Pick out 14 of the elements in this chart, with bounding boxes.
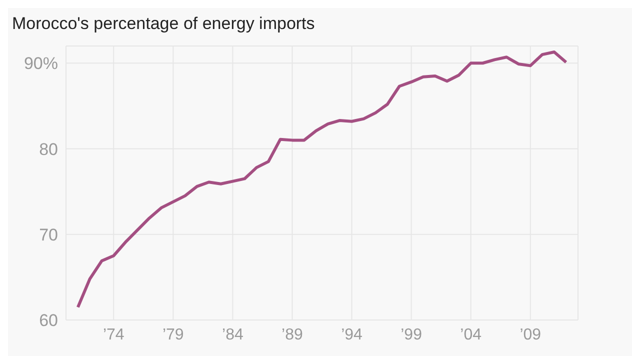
x-tick-label: ’74: [102, 326, 124, 344]
chart-title: Morocco's percentage of energy imports: [11, 13, 316, 35]
x-tick-label: ’84: [222, 326, 244, 344]
y-tick-label: 70: [39, 225, 58, 244]
x-tick-label: ’89: [282, 326, 304, 344]
x-tick-label: ’79: [162, 326, 184, 344]
x-tick-label: ’09: [520, 326, 542, 344]
x-tick-label: ’94: [341, 326, 363, 344]
line-series: [76, 50, 568, 309]
y-tick-label: 90%: [24, 54, 58, 74]
x-tick-label: ’04: [460, 326, 482, 344]
y-tick-label: 80: [39, 140, 58, 159]
x-tick-label: ’99: [400, 326, 422, 344]
y-tick-label: 60: [39, 311, 58, 330]
